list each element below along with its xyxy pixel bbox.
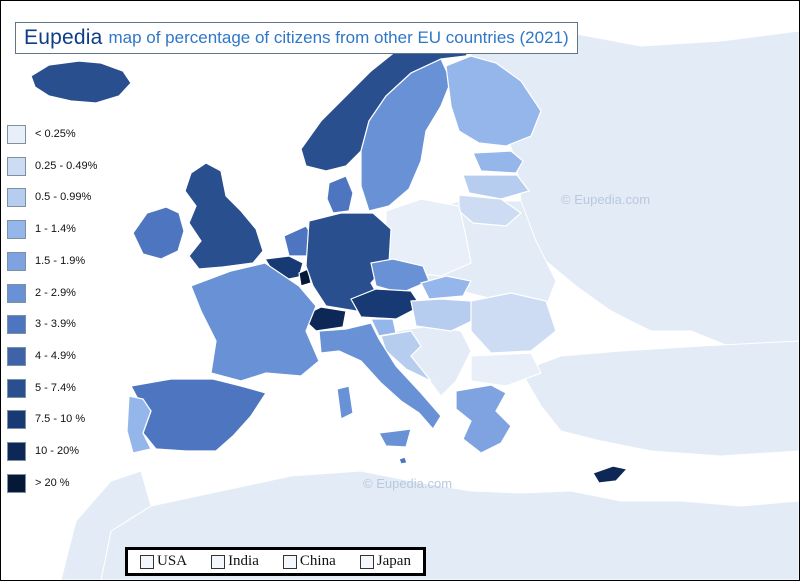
legend-label: 0.5 - 0.99% bbox=[35, 191, 92, 204]
country-cyprus bbox=[592, 465, 629, 484]
legend-swatch bbox=[7, 410, 26, 430]
legend-item: 3 - 3.9% bbox=[7, 315, 127, 337]
legend-swatch bbox=[7, 442, 26, 461]
legend-swatch bbox=[7, 220, 26, 240]
country-malta bbox=[398, 456, 408, 465]
legend-label: 4 - 4.9% bbox=[35, 349, 76, 362]
legend-item: > 20 % bbox=[7, 473, 127, 496]
legend-label: 5 - 7.4% bbox=[35, 381, 76, 394]
country-greece bbox=[455, 384, 512, 454]
brand-logo-text: Eupedia bbox=[24, 26, 103, 49]
country-romania bbox=[470, 292, 557, 354]
legend-label: 2 - 2.9% bbox=[35, 286, 76, 299]
country-denmark bbox=[326, 175, 354, 214]
map-title: Eupedia map of percentage of citizens fr… bbox=[15, 22, 578, 54]
country-portugal bbox=[126, 395, 152, 454]
legend-label: 0.25 - 0.49% bbox=[35, 159, 98, 172]
country-italy bbox=[318, 322, 442, 431]
country-croatia bbox=[380, 330, 432, 382]
legend-item: 5 - 7.4% bbox=[7, 378, 127, 401]
country-latvia bbox=[462, 174, 531, 200]
country-france bbox=[190, 262, 320, 382]
country-slovakia bbox=[420, 275, 472, 300]
legend-item: 7.5 - 10 % bbox=[7, 410, 127, 432]
legend-swatch bbox=[7, 346, 26, 366]
legend-swatch bbox=[7, 283, 26, 303]
legend-item: 1 - 1.4% bbox=[7, 220, 127, 242]
land-turkey bbox=[520, 340, 799, 457]
tab-india[interactable]: India bbox=[211, 553, 259, 570]
checkbox[interactable] bbox=[282, 554, 297, 569]
country-finland bbox=[445, 55, 542, 147]
country-iceland bbox=[30, 60, 132, 104]
comparison-tab-bar: USA India China Japan bbox=[125, 547, 426, 576]
legend-label: 1.5 - 1.9% bbox=[35, 254, 86, 267]
watermark-lower: © Eupedia.com bbox=[363, 476, 453, 491]
legend-swatch bbox=[7, 473, 26, 493]
tab-china[interactable]: China bbox=[282, 553, 336, 570]
legend-item: 1.5 - 1.9% bbox=[7, 251, 127, 274]
tab-label: India bbox=[228, 553, 259, 569]
map-title-text: map of percentage of citizens from other… bbox=[108, 28, 569, 47]
tab-label: USA bbox=[157, 553, 188, 569]
legend-label: > 20 % bbox=[35, 476, 70, 489]
legend-swatch bbox=[7, 125, 26, 144]
watermark-upper: © Eupedia.com bbox=[561, 192, 651, 207]
legend-label: 3 - 3.9% bbox=[35, 318, 76, 331]
legend-label: < 0.25% bbox=[35, 128, 76, 140]
country-italy-sardinia bbox=[336, 385, 354, 420]
legend-swatch bbox=[7, 156, 26, 176]
country-united-kingdom bbox=[184, 162, 264, 270]
legend-item: 4 - 4.9% bbox=[7, 346, 127, 369]
tab-usa[interactable]: USA bbox=[140, 553, 187, 570]
legend-swatch bbox=[7, 188, 26, 208]
tab-japan[interactable]: Japan bbox=[359, 553, 411, 570]
legend-item: 0.5 - 0.99% bbox=[7, 188, 127, 210]
legend-label: 10 - 20% bbox=[35, 445, 80, 457]
legend-item: 10 - 20% bbox=[7, 442, 127, 464]
legend-swatch bbox=[7, 378, 26, 398]
country-ireland bbox=[132, 206, 185, 260]
country-estonia bbox=[472, 150, 524, 174]
land-morocco bbox=[60, 470, 152, 580]
checkbox[interactable] bbox=[140, 554, 155, 569]
legend-label: 7.5 - 10 % bbox=[35, 413, 86, 426]
legend-swatch bbox=[7, 315, 26, 335]
country-bulgaria bbox=[470, 352, 542, 387]
country-italy-sicily bbox=[378, 428, 412, 448]
legend-swatch bbox=[7, 251, 26, 271]
legend-item: 2 - 2.9% bbox=[7, 283, 127, 306]
country-sweden bbox=[360, 58, 452, 212]
tab-label: China bbox=[299, 553, 336, 569]
country-norway bbox=[300, 38, 474, 172]
legend-item: 0.25 - 0.49% bbox=[7, 156, 127, 179]
legend-label: 1 - 1.4% bbox=[35, 223, 76, 236]
checkbox[interactable] bbox=[211, 554, 226, 569]
tab-label: Japan bbox=[376, 553, 411, 569]
checkbox[interactable] bbox=[359, 554, 374, 569]
legend-item: < 0.25% bbox=[7, 125, 127, 147]
